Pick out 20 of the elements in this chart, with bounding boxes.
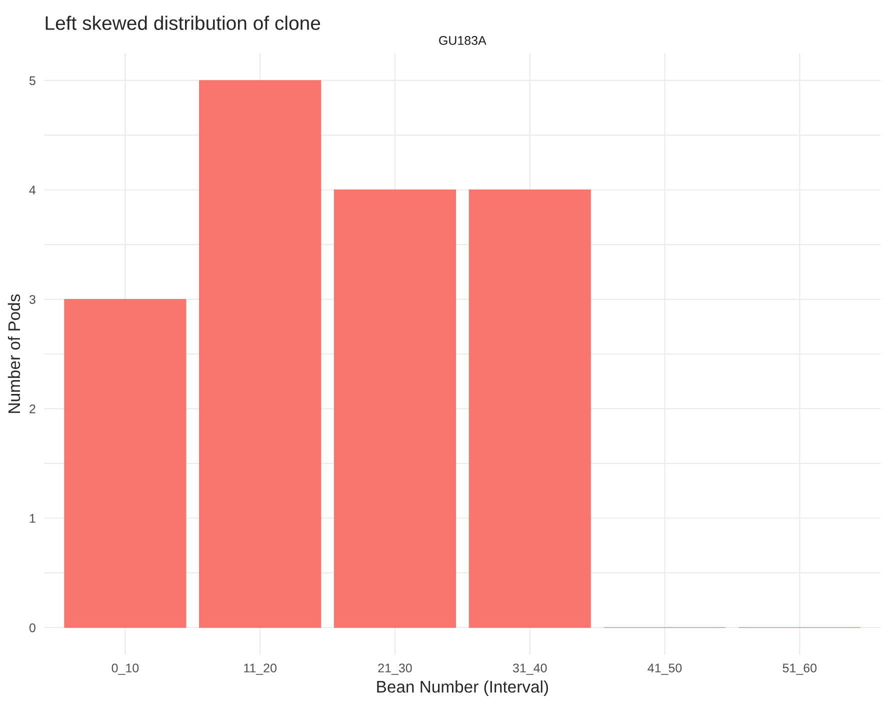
y-tick-label: 3 [29, 295, 36, 304]
y-tick-label: 0 [29, 623, 36, 632]
y-axis-title: Number of Pods [8, 294, 20, 413]
bar [468, 190, 591, 628]
x-tick-label: 51_60 [782, 664, 817, 675]
x-tick-label: 31_40 [512, 664, 547, 675]
x-axis-title: Bean Number (Interval) [377, 680, 548, 696]
y-tick-label: 2 [30, 404, 36, 414]
x-tick-label: 0_10 [112, 664, 139, 675]
chart-subtitle: GU183A [439, 36, 486, 45]
y-tick-label: 4 [29, 186, 36, 194]
chart-title: Left skewed distribution of clone [46, 16, 320, 30]
bar [64, 298, 186, 628]
bar [199, 80, 322, 628]
x-tick-label: 11_20 [244, 664, 277, 675]
y-tick-label: 5 [29, 76, 36, 86]
x-tick-label: 21_30 [378, 664, 412, 675]
x-tick-label: 41_50 [648, 664, 682, 675]
bar [334, 190, 456, 628]
y-tick-label: 1 [30, 514, 36, 523]
